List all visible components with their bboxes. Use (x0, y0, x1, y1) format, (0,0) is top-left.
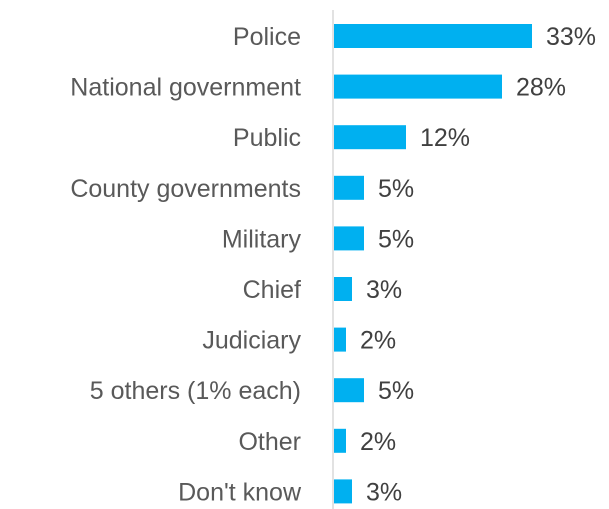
value-label-1: 28% (516, 74, 566, 102)
bar-1 (334, 74, 502, 99)
bar-6 (334, 327, 346, 352)
bar-4 (334, 226, 364, 251)
category-label-8: Other (238, 428, 301, 456)
value-label-7: 5% (378, 377, 414, 405)
category-label-0: Police (233, 23, 301, 51)
value-labels-group: 33%28%12%5%5%3%2%5%2%3% (360, 23, 596, 506)
value-label-5: 3% (366, 276, 402, 304)
category-label-4: Military (222, 225, 302, 253)
value-label-4: 5% (378, 225, 414, 253)
category-label-9: Don't know (178, 478, 302, 506)
bar-9 (334, 479, 352, 504)
value-label-6: 2% (360, 327, 396, 355)
bar-2 (334, 125, 406, 150)
bars-group (334, 24, 532, 504)
value-label-0: 33% (546, 23, 596, 51)
category-label-5: Chief (243, 276, 301, 304)
category-label-2: Public (233, 124, 301, 152)
bar-5 (334, 277, 352, 301)
bar-8 (334, 428, 346, 453)
category-label-6: Judiciary (202, 327, 301, 355)
bar-3 (334, 175, 364, 200)
category-label-7: 5 others (1% each) (90, 377, 301, 405)
category-labels-group: Police National government Public County go… (70, 23, 302, 506)
value-label-8: 2% (360, 428, 396, 456)
category-label-3: County governments (70, 175, 301, 203)
value-label-3: 5% (378, 175, 414, 203)
value-label-9: 3% (366, 478, 402, 506)
bar-7 (334, 378, 364, 403)
value-label-2: 12% (420, 124, 470, 152)
bar-0 (334, 24, 532, 48)
category-label-1: National government (70, 74, 301, 102)
